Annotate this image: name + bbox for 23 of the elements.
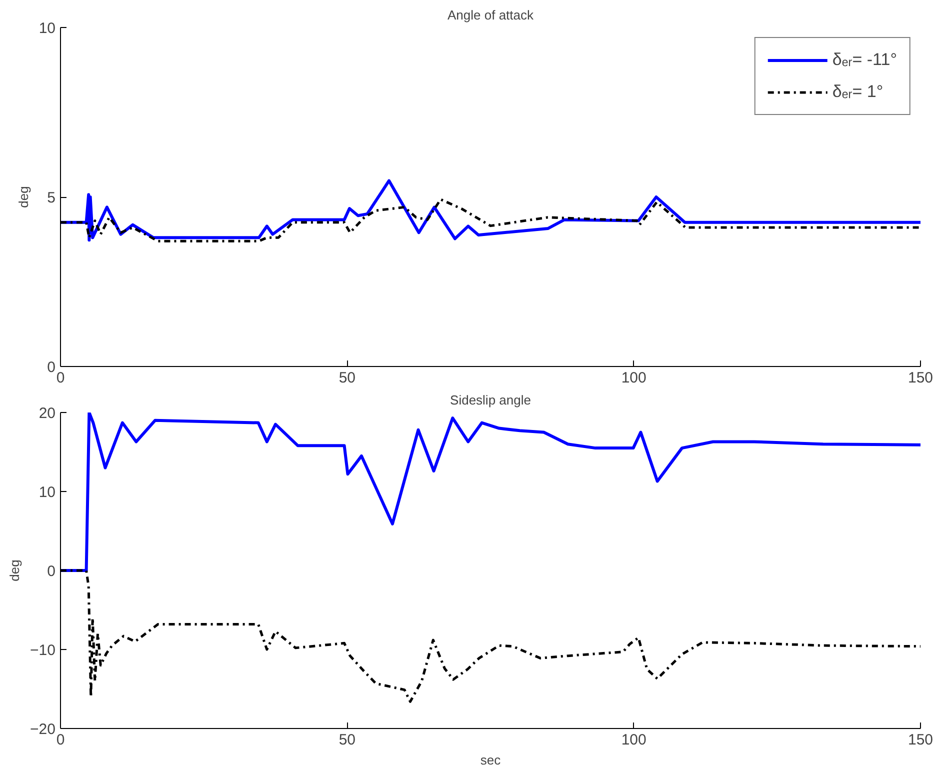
x-tick-label: 150 xyxy=(908,370,934,386)
x-tick-label: 100 xyxy=(621,732,646,748)
y-tick-label: 10 xyxy=(38,20,56,37)
line-series xyxy=(60,179,920,242)
y-tick-label: 0 xyxy=(47,359,56,376)
chart-title: Sideslip angle xyxy=(450,392,531,408)
y-tick-label: 20 xyxy=(38,405,56,422)
line-series xyxy=(60,412,920,572)
x-tick-label: 150 xyxy=(908,732,934,748)
chart-title: Angle of attack xyxy=(448,8,534,22)
y-axis-title: deg xyxy=(16,186,31,208)
y-axis-title: deg xyxy=(7,560,22,582)
y-tick-label: 0 xyxy=(47,563,56,580)
y-tick-label: −20 xyxy=(30,721,56,738)
legend-label: δₑᵣ= -11° xyxy=(832,50,897,70)
x-tick-label: 100 xyxy=(621,370,646,386)
x-tick-label: 50 xyxy=(338,732,356,748)
legend-label: δₑᵣ= 1° xyxy=(832,82,884,102)
y-tick-label: −10 xyxy=(30,642,56,659)
y-tick-label: 10 xyxy=(38,484,56,501)
x-axis-title: sec xyxy=(480,752,502,768)
y-tick-label: 5 xyxy=(47,190,56,206)
x-tick-label: 50 xyxy=(338,370,356,386)
